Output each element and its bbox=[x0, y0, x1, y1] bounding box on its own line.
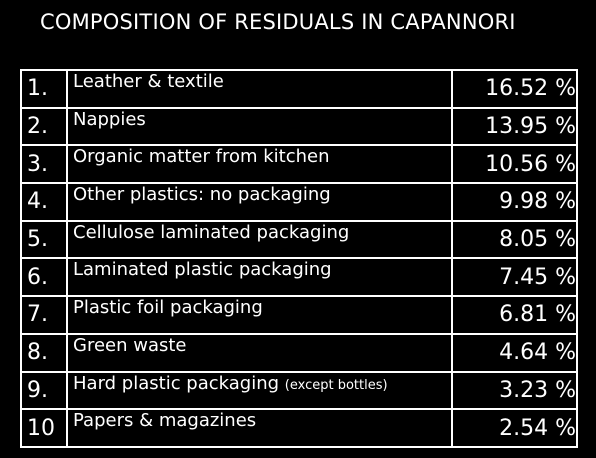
label-text: Organic matter from kitchen bbox=[73, 146, 330, 168]
table-row: 7. Plastic foil packaging 6.81 % bbox=[20, 295, 578, 335]
label-note: (except bottles) bbox=[284, 377, 388, 393]
value-cell: 10.56 % bbox=[451, 144, 578, 185]
table-row: 6. Laminated plastic packaging 7.45 % bbox=[20, 257, 578, 298]
label-cell: Hard plastic packaging (except bottles) bbox=[66, 370, 453, 411]
label-text: Green waste bbox=[73, 334, 187, 356]
title: COMPOSITION OF RESIDUALS IN CAPANNORI bbox=[40, 10, 516, 34]
label-cell: Plastic foil packaging bbox=[66, 295, 453, 335]
rank-cell: 3. bbox=[20, 144, 68, 185]
value-cell: 7.45 % bbox=[451, 257, 578, 298]
table-row: 8. Green waste 4.64 % bbox=[20, 332, 578, 373]
table-row: 10 Papers & magazines 2.54 % bbox=[20, 408, 578, 448]
label-cell: Green waste bbox=[66, 332, 453, 373]
label-text: Other plastics: no packaging bbox=[73, 184, 331, 206]
label-text: Papers & magazines bbox=[73, 410, 257, 432]
rank-cell: 5. bbox=[20, 219, 68, 260]
table-row: 4. Other plastics: no packaging 9.98 % bbox=[20, 182, 578, 222]
rank-cell: 2. bbox=[20, 106, 68, 147]
label-cell: Leather & textile bbox=[66, 69, 453, 109]
value-cell: 4.64 % bbox=[451, 332, 578, 373]
value-cell: 16.52 % bbox=[451, 69, 578, 109]
value-cell: 8.05 % bbox=[451, 219, 578, 260]
rank-cell: 7. bbox=[20, 295, 68, 335]
rank-cell: 10 bbox=[20, 408, 68, 448]
residuals-table: 1. Leather & textile 16.52 % 2. Nappies 13.95… bbox=[20, 69, 578, 448]
table-row: 9. Hard plastic packaging (except bottles… bbox=[20, 370, 578, 411]
label-cell: Other plastics: no packaging bbox=[66, 182, 453, 222]
table-row: 3. Organic matter from kitchen 10.56 % bbox=[20, 144, 578, 185]
rank-cell: 9. bbox=[20, 370, 68, 411]
label-text: Hard plastic packaging bbox=[73, 372, 280, 394]
label-text: Nappies bbox=[73, 108, 146, 130]
value-cell: 13.95 % bbox=[451, 106, 578, 147]
label-text: Leather & textile bbox=[73, 71, 224, 92]
value-cell: 6.81 % bbox=[451, 295, 578, 335]
table-body: 1. Leather & textile 16.52 % 2. Nappies 13.95… bbox=[20, 69, 578, 448]
rank-cell: 1. bbox=[20, 69, 68, 109]
table-row: 5. Cellulose laminated packaging 8.05 % bbox=[20, 219, 578, 260]
table-row: 2. Nappies 13.95 % bbox=[20, 106, 578, 147]
table-row: 1. Leather & textile 16.52 % bbox=[20, 69, 578, 109]
label-cell: Cellulose laminated packaging bbox=[66, 219, 453, 260]
label-cell: Papers & magazines bbox=[66, 408, 453, 448]
label-cell: Laminated plastic packaging bbox=[66, 257, 453, 298]
label-cell: Organic matter from kitchen bbox=[66, 144, 453, 185]
label-text: Laminated plastic packaging bbox=[73, 259, 332, 281]
value-cell: 2.54 % bbox=[451, 408, 578, 448]
label-text: Cellulose laminated packaging bbox=[73, 221, 350, 243]
value-cell: 9.98 % bbox=[451, 182, 578, 222]
label-text: Plastic foil packaging bbox=[73, 297, 263, 319]
rank-cell: 6. bbox=[20, 257, 68, 298]
label-cell: Nappies bbox=[66, 106, 453, 147]
rank-cell: 4. bbox=[20, 182, 68, 222]
rank-cell: 8. bbox=[20, 332, 68, 373]
value-cell: 3.23 % bbox=[451, 370, 578, 411]
